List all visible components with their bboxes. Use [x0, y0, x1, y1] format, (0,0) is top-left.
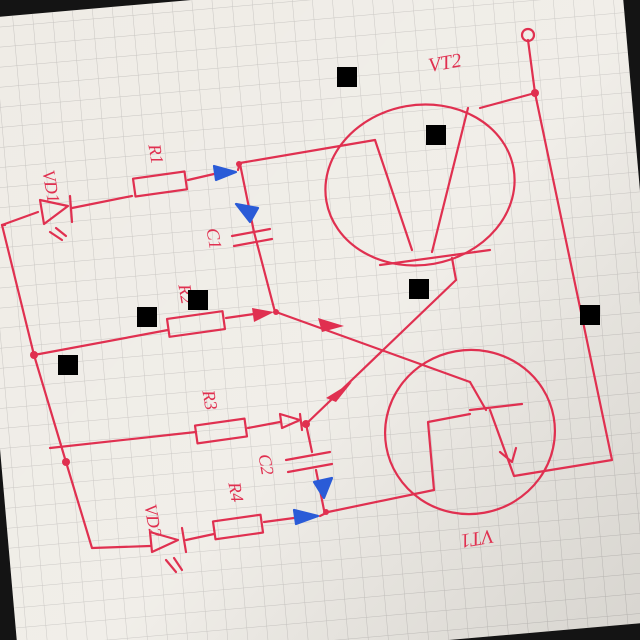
transistor-vt2-emitter: [450, 256, 458, 282]
diode-r3: [278, 412, 302, 430]
label-c2: C2: [254, 452, 277, 476]
wire-r3-to-diode: [246, 420, 282, 430]
led-vd2-bar: [180, 526, 188, 554]
redaction-box: [426, 125, 446, 145]
arrow-center-red: [318, 318, 344, 332]
label-r3: R3: [198, 387, 221, 411]
transistor-vt2-leg: [430, 106, 470, 254]
supply-terminal: [520, 27, 536, 43]
transistor-vt1-collector: [468, 380, 488, 412]
wire-to-c2: [304, 422, 314, 454]
wire-led-to-r1: [70, 194, 134, 210]
redaction-box: [137, 307, 157, 327]
led-vd2-arrows: [164, 556, 184, 574]
transistor-vt2-bar: [378, 248, 492, 267]
wire-vt2-to-right: [478, 91, 537, 110]
transistor-vt1-emitter: [488, 408, 522, 478]
node-bottom: [323, 509, 329, 515]
resistor-r1-body: [131, 170, 189, 198]
wire-r1-to-diode: [186, 172, 216, 182]
label-r4: R4: [224, 479, 247, 503]
capacitor-c2-plates: [284, 450, 334, 474]
wire-vd2-to-r4: [184, 532, 216, 542]
led-vd1-arrows: [48, 226, 68, 242]
transistor-vt2-base: [373, 138, 414, 252]
diode-second-blue: [234, 202, 260, 224]
wire-center-to-vt1: [274, 310, 472, 384]
diode-top-blue: [212, 164, 238, 182]
wire-top-branch: [0, 210, 40, 227]
redaction-box: [188, 290, 208, 310]
resistor-r4-body: [211, 513, 265, 541]
resistor-r2-body: [165, 310, 227, 338]
redaction-box: [337, 67, 357, 87]
diode-r3-bar: [298, 412, 304, 432]
label-c1: C1: [202, 226, 225, 250]
transistor-vt1-base: [426, 412, 472, 492]
schematic-drawing: [0, 27, 614, 574]
node-left-lower: [62, 458, 70, 466]
diode-c2-blue: [312, 476, 334, 500]
resistor-r3-body: [193, 417, 249, 445]
label-r1: R1: [144, 141, 167, 165]
transistor-vt1-circle: [383, 348, 557, 516]
redaction-box: [58, 355, 78, 375]
capacitor-c1-plates: [230, 227, 274, 248]
led-vd2-symbol: [148, 530, 180, 554]
redaction-box: [580, 305, 600, 325]
arrow-r2-red: [252, 308, 274, 322]
wire-left-to-r3: [48, 430, 198, 450]
right-rail-wire: [518, 91, 614, 477]
diode-bottom-blue: [292, 508, 320, 526]
wire-r4-to-diode: [262, 516, 296, 524]
transistor-vt1-arrow: [498, 446, 518, 464]
redaction-box: [409, 279, 429, 299]
arrow-cross-red: [326, 382, 352, 402]
wire-left-to-r2: [32, 328, 170, 357]
supply-terminal-wire: [526, 38, 537, 95]
wire-r2-to-arrow: [224, 312, 256, 320]
led-vd1-bar: [68, 194, 74, 224]
transistor-vt1-bar: [468, 402, 524, 412]
led-vd1-symbol: [38, 198, 70, 226]
redaction-boxes: [58, 67, 600, 375]
transistor-vt2-circle: [324, 103, 516, 267]
